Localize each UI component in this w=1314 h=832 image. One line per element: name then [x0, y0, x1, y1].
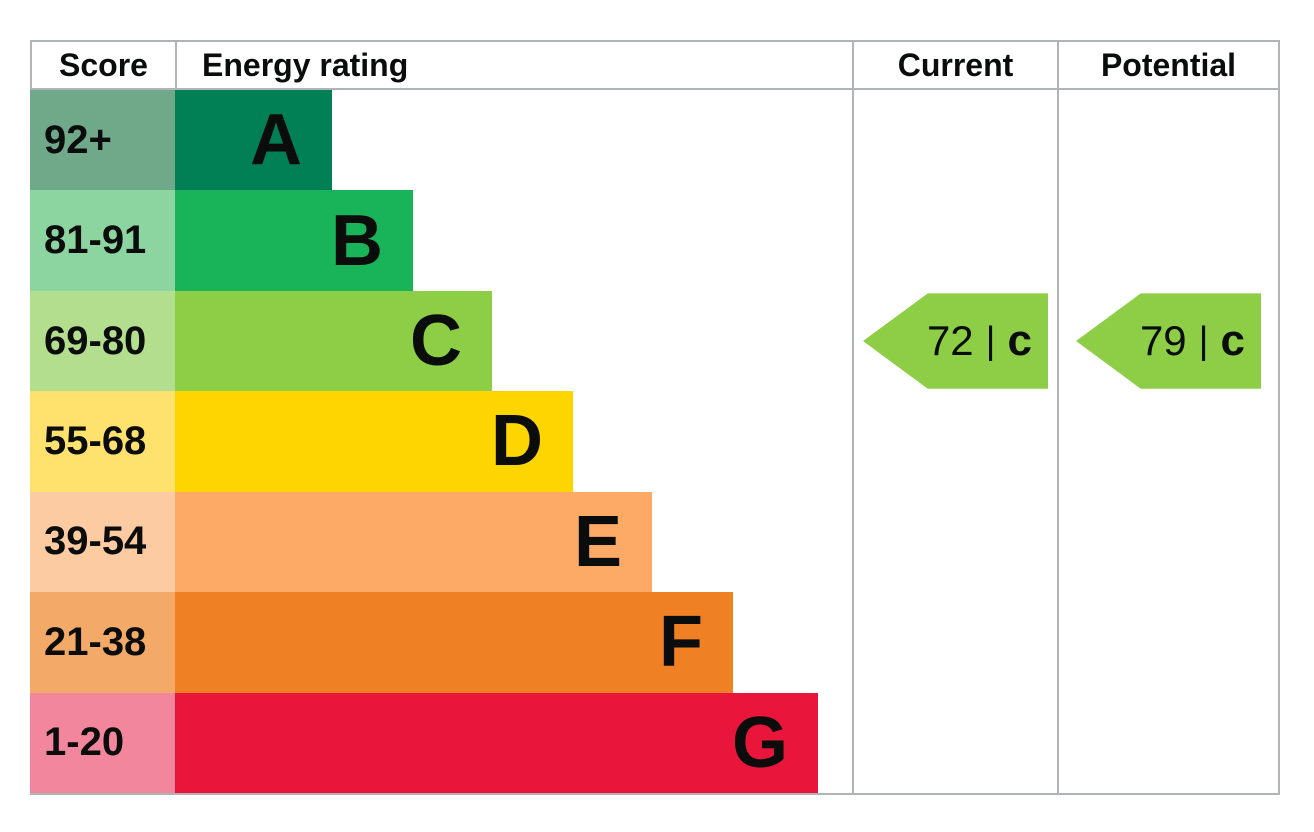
band-bar-d: D: [175, 391, 573, 492]
band-letter-d: D: [491, 401, 543, 482]
score-range-d: 55-68: [30, 391, 175, 492]
band-bar-a: A: [175, 90, 332, 191]
score-range-c: 69-80: [30, 290, 175, 392]
band-bar-e: E: [175, 491, 652, 593]
header-score: Score: [30, 40, 175, 90]
band-letter-c: C: [410, 301, 462, 382]
band-letter-e: E: [573, 501, 622, 582]
table-body: 92+ A 81-91 B 69-80 C: [30, 90, 1280, 795]
separator-bar: |: [985, 319, 996, 362]
potential-rating-letter: c: [1220, 316, 1246, 366]
header-current: Current: [852, 40, 1057, 90]
current-rating-arrow: 72 | c: [863, 293, 1048, 389]
band-bar-c: C: [175, 290, 492, 392]
potential-score-value: 79: [1139, 317, 1187, 365]
band-row-f: 21-38 F: [30, 592, 1280, 693]
band-row-g: 1-20 G: [30, 692, 1280, 793]
score-range-b: 81-91: [30, 190, 175, 291]
header-energy-rating: Energy rating: [175, 40, 852, 90]
band-letter-a: A: [250, 100, 302, 181]
header-potential: Potential: [1057, 40, 1280, 90]
separator-bar: |: [1198, 319, 1209, 362]
current-rating-letter: c: [1007, 316, 1033, 366]
score-range-e: 39-54: [30, 491, 175, 593]
potential-rating-arrow: 79 | c: [1076, 293, 1261, 389]
band-bar-f: F: [175, 592, 733, 693]
band-row-a: 92+ A: [30, 90, 1280, 191]
epc-rating-chart: Score Energy rating Current Potential 92…: [30, 40, 1280, 795]
table-header: Score Energy rating Current Potential: [30, 40, 1280, 90]
band-bar-g: G: [175, 692, 818, 793]
current-score-value: 72: [926, 317, 974, 365]
band-letter-f: F: [659, 602, 703, 683]
band-letter-g: G: [731, 702, 788, 783]
band-row-b: 81-91 B: [30, 190, 1280, 291]
band-row-c: 69-80 C 72 | c 79 | c: [30, 290, 1280, 392]
score-range-a: 92+: [30, 90, 175, 191]
band-letter-b: B: [331, 200, 383, 281]
score-range-g: 1-20: [30, 692, 175, 793]
band-bar-b: B: [175, 190, 413, 291]
score-range-f: 21-38: [30, 592, 175, 693]
band-row-e: 39-54 E: [30, 491, 1280, 593]
band-row-d: 55-68 D: [30, 391, 1280, 492]
